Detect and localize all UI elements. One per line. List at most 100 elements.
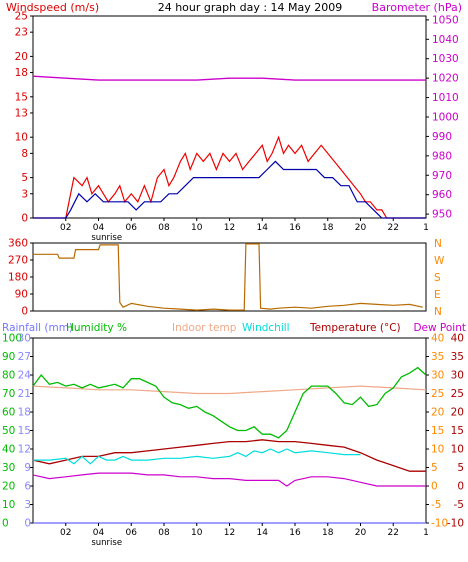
rainfall-axis-label: Rainfall (mm) bbox=[2, 322, 73, 334]
humidity-y-tick-label: 10 bbox=[2, 499, 15, 511]
direction-y-tick-label: 270 bbox=[8, 255, 28, 267]
wind-x-tick-label: 16 bbox=[289, 223, 301, 233]
wind-direction-line bbox=[33, 243, 423, 311]
barometer-y-tick-label: 1050 bbox=[432, 14, 459, 26]
wind-x-tick-label: 10 bbox=[191, 223, 203, 233]
direction-y-tick-label: 360 bbox=[8, 238, 28, 250]
humidity-y-tick-label: 60 bbox=[2, 407, 15, 419]
dewpoint-y-tick-label: 10 bbox=[451, 444, 464, 456]
rainfall-y-tick-label: 9 bbox=[24, 462, 31, 474]
compass-label: E bbox=[434, 289, 441, 301]
rainfall-y-tick-label: 18 bbox=[18, 407, 31, 419]
wind-y-tick-label: 25 bbox=[15, 11, 28, 23]
humidity-y-tick-label: 90 bbox=[2, 351, 15, 363]
dewpoint-y-tick-label: -5 bbox=[454, 499, 464, 511]
compass-label: N bbox=[434, 238, 442, 250]
rainfall-y-tick-label: 27 bbox=[18, 351, 31, 363]
temperature-y-tick-label: 40 bbox=[431, 333, 444, 345]
rainfall-y-tick-label: 15 bbox=[18, 425, 31, 437]
wind-y-tick-label: 10 bbox=[15, 132, 28, 144]
barometer-y-tick-label: 1010 bbox=[432, 92, 459, 104]
dewpoint-y-tick-label: 40 bbox=[451, 333, 464, 345]
humidity-x-tick-label: 02 bbox=[60, 528, 71, 538]
barometer-axis-label: Barometer (hPa) bbox=[372, 1, 462, 14]
compass-label: N bbox=[434, 306, 442, 318]
humidity-temperature-panel: 0102030405060708090100036912151821242730… bbox=[2, 333, 464, 549]
rainfall-y-tick-label: 12 bbox=[18, 444, 31, 456]
humidity-y-tick-label: 40 bbox=[2, 444, 15, 456]
humidity-y-tick-label: 30 bbox=[2, 462, 15, 474]
wind-x-tick-label: 18 bbox=[322, 223, 334, 233]
wind-y-tick-label: 8 bbox=[21, 148, 28, 160]
barometer-y-tick-label: 980 bbox=[432, 150, 452, 162]
wind-sunrise-label: sunrise bbox=[91, 233, 122, 243]
windchill-legend-label: Windchill bbox=[242, 322, 290, 334]
wind-y-tick-label: 0 bbox=[21, 213, 28, 225]
humidity-x-tick-label: 12 bbox=[224, 528, 235, 538]
wind-x-tick-label: 14 bbox=[257, 223, 269, 233]
wind-x-tick-label: 04 bbox=[93, 223, 105, 233]
direction-y-tick-label: 0 bbox=[21, 306, 28, 318]
barometer-y-tick-label: 970 bbox=[432, 170, 452, 182]
wind-x-tick-label: 02 bbox=[60, 223, 71, 233]
wind-y-tick-label: 13 bbox=[15, 107, 28, 119]
barometer-y-tick-label: 1040 bbox=[432, 34, 459, 46]
wind-y-tick-label: 3 bbox=[21, 188, 28, 200]
rainfall-y-tick-label: 21 bbox=[18, 388, 31, 400]
humidity-x-tick-label: 20 bbox=[355, 528, 367, 538]
humidity-sunrise-label: sunrise bbox=[91, 538, 122, 548]
temperature-y-tick-label: 5 bbox=[431, 462, 438, 474]
dewpoint-y-tick-label: -10 bbox=[447, 518, 464, 530]
barometer-y-tick-label: 990 bbox=[432, 131, 452, 143]
humidity-line bbox=[32, 366, 427, 439]
wind-x-tick-label: 12 bbox=[224, 223, 235, 233]
humidity-x-tick-label: 04 bbox=[93, 528, 105, 538]
barometer-y-tick-label: 960 bbox=[432, 189, 452, 201]
humidity-x-tick-label: 22 bbox=[388, 528, 399, 538]
rainfall-y-tick-label: 30 bbox=[18, 333, 31, 345]
wind-x-tick-label: 20 bbox=[355, 223, 367, 233]
wind-y-tick-label: 15 bbox=[15, 91, 28, 103]
wind-average-line bbox=[33, 160, 426, 219]
temperature-y-tick-label: 0 bbox=[431, 481, 438, 493]
chart-title: 24 hour graph day : 14 May 2009 bbox=[158, 1, 343, 14]
humidity-y-tick-label: 50 bbox=[2, 425, 15, 437]
dewpoint-y-tick-label: 5 bbox=[457, 462, 464, 474]
humidity-x-tick-label: 1 bbox=[423, 528, 429, 538]
rainfall-y-tick-label: 0 bbox=[24, 518, 31, 530]
temperature-y-tick-label: 10 bbox=[431, 444, 444, 456]
dewpoint-line bbox=[32, 472, 426, 487]
dewpoint-legend-label: Dew Point bbox=[413, 322, 466, 334]
humidity-x-tick-label: 10 bbox=[191, 528, 203, 538]
humidity-x-tick-label: 16 bbox=[289, 528, 301, 538]
rainfall-y-tick-label: 3 bbox=[24, 499, 31, 511]
dewpoint-y-tick-label: 20 bbox=[451, 407, 464, 419]
rainfall-y-tick-label: 24 bbox=[18, 370, 32, 382]
humidity-plot-frame bbox=[32, 337, 427, 524]
temperature-y-tick-label: 15 bbox=[431, 425, 444, 437]
compass-label: S bbox=[434, 272, 441, 284]
direction-plot-frame bbox=[32, 242, 427, 312]
humidity-y-tick-label: 80 bbox=[2, 370, 15, 382]
humidity-y-tick-label: 70 bbox=[2, 388, 15, 400]
humidity-y-tick-label: 20 bbox=[2, 481, 15, 493]
humidity-y-tick-label: 0 bbox=[2, 518, 9, 530]
wind-x-tick-label: 22 bbox=[388, 223, 399, 233]
humidity-x-tick-label: 14 bbox=[257, 528, 269, 538]
wind-y-tick-label: 5 bbox=[21, 172, 28, 184]
dewpoint-y-tick-label: 25 bbox=[451, 388, 464, 400]
barometer-line bbox=[32, 75, 426, 81]
humidity-x-tick-label: 08 bbox=[158, 528, 170, 538]
compass-label: W bbox=[434, 255, 445, 267]
indoor-temp-line bbox=[32, 385, 427, 395]
wind-y-tick-label: 20 bbox=[15, 51, 28, 63]
direction-y-tick-label: 180 bbox=[8, 272, 28, 284]
rainfall-y-tick-label: 6 bbox=[24, 481, 31, 493]
dewpoint-y-tick-label: 35 bbox=[451, 351, 464, 363]
temperature-y-tick-label: 20 bbox=[431, 407, 444, 419]
wind-y-tick-label: 23 bbox=[15, 27, 28, 39]
temperature-y-tick-label: 25 bbox=[431, 388, 444, 400]
wind-x-tick-label: 1 bbox=[423, 223, 429, 233]
